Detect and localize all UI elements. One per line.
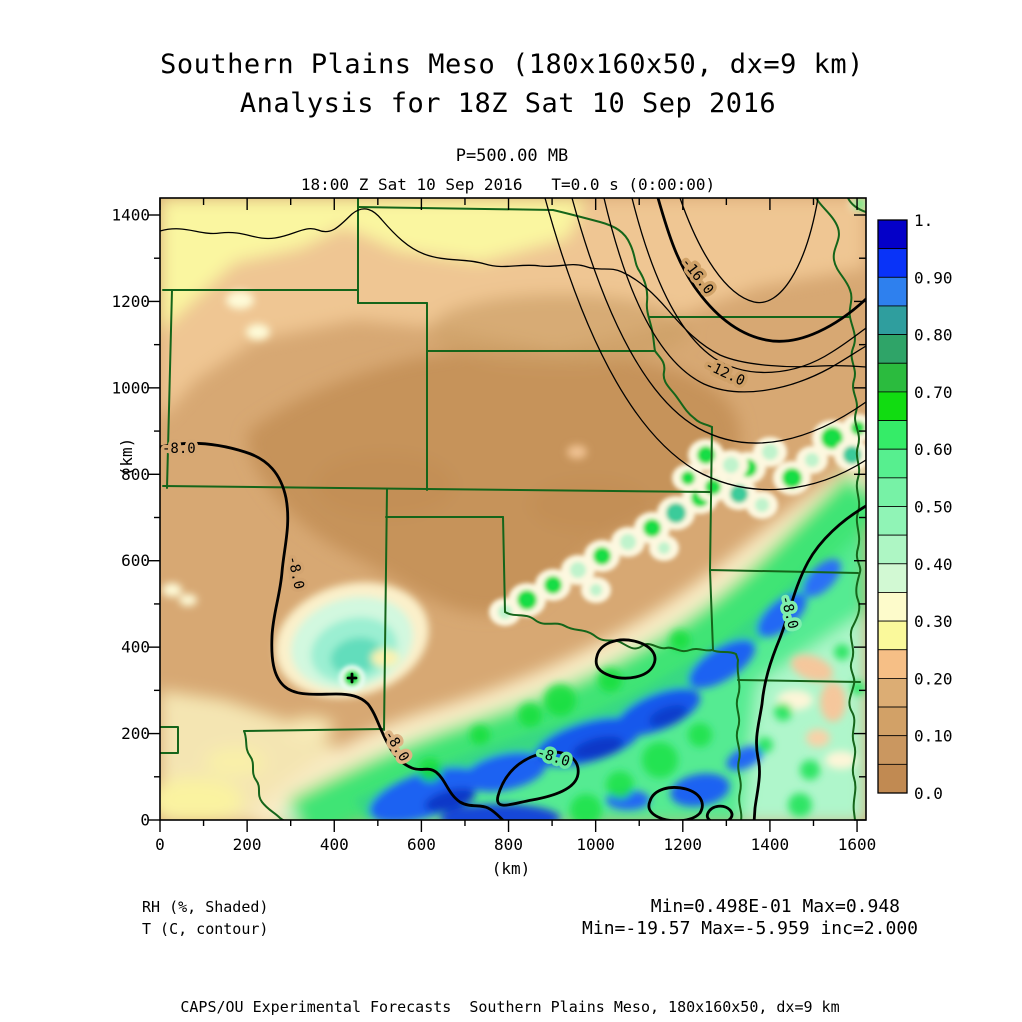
y-tick-label: 600: [121, 551, 150, 570]
contour-stats: Min=-19.57 Max=-5.959 inc=2.000: [582, 918, 918, 939]
colorbar-cell: [877, 620, 908, 651]
colorbar-cell: [877, 362, 908, 393]
colorbar-cell: [877, 276, 908, 307]
colorbar-cell: [877, 563, 908, 593]
y-tick-label: 400: [121, 638, 150, 657]
contour-field-label: T (C, contour): [142, 920, 268, 938]
colorbar-cell: [877, 649, 908, 679]
footer-credit: CAPS/OU Experimental Forecasts Southern …: [180, 998, 839, 1016]
colorbar-cell: [877, 477, 908, 507]
colorbar-cell: [877, 735, 908, 765]
shaded-stats: Min=0.498E-01 Max=0.948: [651, 896, 900, 917]
colorbar-cell: [877, 763, 908, 794]
colorbar-label: 0.50: [914, 498, 953, 517]
x-tick-label: 1400: [751, 835, 790, 854]
colorbar-label: 0.30: [914, 612, 953, 631]
x-tick-label: 1000: [576, 835, 615, 854]
x-axis-unit-label: (km): [492, 859, 531, 878]
colorbar-cell: [877, 391, 908, 421]
y-tick-label: 0: [140, 811, 150, 830]
y-tick-label: 1200: [111, 292, 150, 311]
colorbar-label: 0.70: [914, 383, 953, 402]
colorbar-label: 0.90: [914, 268, 953, 287]
colorbar-label: 0.40: [914, 555, 953, 574]
state-borders: [160, 198, 866, 820]
y-tick-label: 200: [121, 724, 150, 743]
axis-tick-labels: 0 200 400 600 800 1000 1200 1400 1600 0 200 400 600 8…: [111, 206, 876, 855]
colorbar-label: 0.20: [914, 669, 953, 688]
x-tick-label: 400: [320, 835, 349, 854]
colorbar-cell: [877, 592, 908, 622]
plot-title-line1: Southern Plains Meso (180x160x50, dx=9 k…: [160, 49, 864, 80]
colorbar: 1. 0.90 0.80 0.70 0.60 0.50 0.40 0.30 0.20 0.10 0.…: [877, 211, 953, 803]
plot-frame: [159, 197, 867, 821]
colorbar-label: 1.: [914, 211, 933, 230]
colorbar-cell: [877, 448, 908, 479]
plot-title-line2: Analysis for 18Z Sat 10 Sep 2016: [240, 88, 776, 119]
colorbar-cell: [877, 219, 908, 250]
colorbar-cell: [877, 420, 908, 450]
colorbar-label: 0.60: [914, 440, 953, 459]
x-tick-label: 0: [155, 835, 165, 854]
shaded-field-label: RH (%, Shaded): [142, 898, 268, 916]
colorbar-outline: [877, 219, 908, 794]
colorbar-cell: [877, 334, 908, 364]
y-tick-label: 800: [121, 465, 150, 484]
colorbar-cell: [877, 706, 908, 737]
pressure-level-label: P=500.00 MB: [456, 146, 569, 166]
valid-time-label: 18:00 Z Sat 10 Sep 2016 T=0.0 s (0:00:00…: [301, 175, 715, 194]
x-tick-label: 600: [407, 835, 436, 854]
x-tick-label: 1600: [838, 835, 877, 854]
colorbar-cell: [877, 506, 908, 536]
contour-label: -8.0: [162, 441, 196, 457]
colorbar-cell: [877, 305, 908, 336]
rh-shaded-field: [160, 198, 866, 820]
y-tick-label: 1000: [111, 378, 150, 397]
x-tick-label: 1200: [664, 835, 703, 854]
y-tick-label: 1400: [111, 206, 150, 225]
x-tick-label: 200: [233, 835, 262, 854]
colorbar-label: 0.80: [914, 326, 953, 345]
colorbar-label: 0.0: [914, 784, 943, 803]
x-tick-label: 800: [494, 835, 523, 854]
y-axis-unit-label: (km): [117, 438, 136, 477]
colorbar-cell: [877, 678, 908, 708]
colorbar-cell: [877, 248, 908, 278]
colorbar-label: 0.10: [914, 727, 953, 746]
colorbar-cell: [877, 534, 908, 565]
axis-ticks: [148, 198, 866, 832]
